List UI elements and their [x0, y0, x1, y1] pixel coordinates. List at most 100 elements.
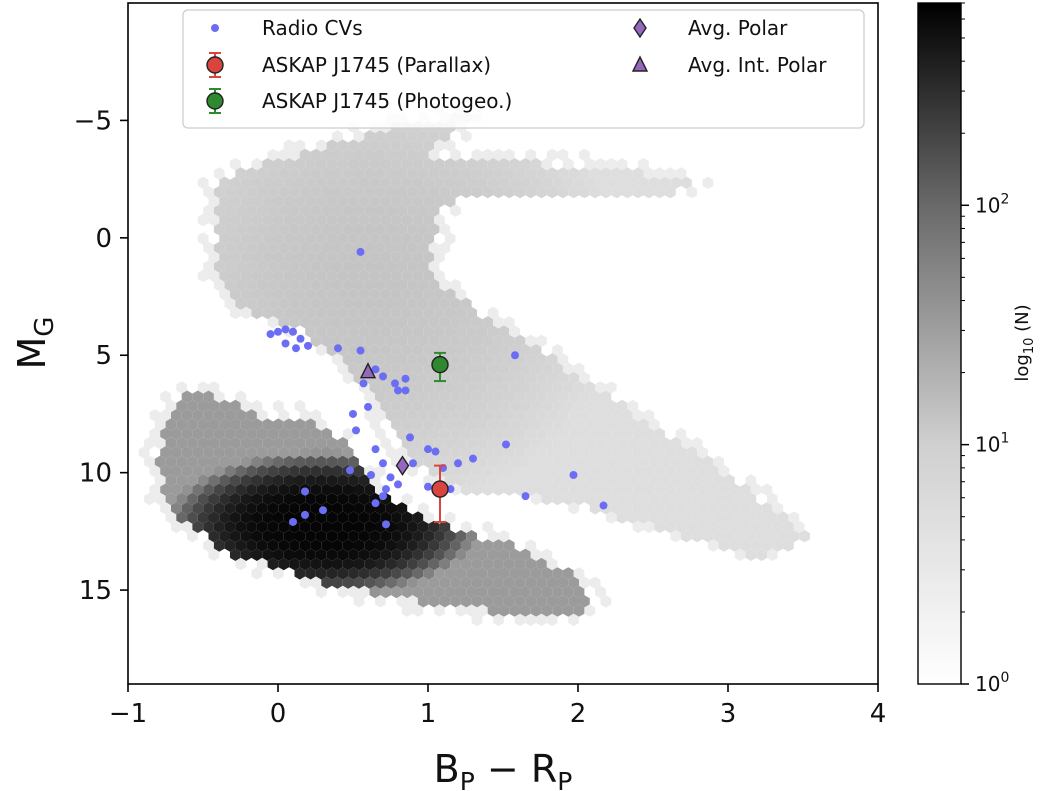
data-point — [382, 520, 390, 529]
y-tick-label: 15 — [79, 576, 112, 606]
x-tick-label: 1 — [420, 699, 437, 729]
data-point — [359, 379, 368, 388]
y-axis-title: MG — [10, 317, 60, 370]
data-point — [394, 480, 402, 489]
data-point — [319, 506, 327, 515]
data-point — [304, 341, 312, 350]
data-point — [281, 339, 290, 348]
data-point — [346, 466, 354, 475]
x-axis-title-main: B — [434, 747, 460, 791]
y-axis-title-main: M — [10, 337, 54, 370]
data-point — [359, 362, 377, 379]
data-point — [352, 426, 360, 435]
data-point — [289, 517, 297, 526]
data-point — [364, 402, 372, 411]
series-1 — [431, 464, 449, 523]
x-axis-title: BP − RP — [434, 747, 573, 791]
data-point — [371, 499, 380, 508]
data-point — [379, 459, 387, 468]
data-point — [356, 346, 365, 355]
colorbar-tick-label: 101 — [975, 431, 1009, 457]
colorbar-title-tail: (N) — [1012, 304, 1033, 337]
data-point — [266, 330, 275, 339]
legend-items: Radio CVs ASKAP J1745 (Parallax) ASKAP J17… — [206, 16, 827, 114]
colorbar: 100 101 102 log10 (N) — [917, 2, 1037, 696]
data-point — [334, 344, 342, 353]
x-axis-title-sub2: P — [557, 767, 572, 791]
y-tick-label: 5 — [95, 341, 112, 371]
x-tick-label: 4 — [870, 699, 887, 729]
data-point — [394, 386, 402, 395]
data-point — [469, 454, 477, 463]
series-2 — [431, 351, 449, 383]
data-point — [296, 334, 305, 343]
data-point — [431, 447, 440, 456]
data-point — [382, 485, 390, 494]
legend: Radio CVs ASKAP J1745 (Parallax) ASKAP J17… — [182, 9, 865, 129]
data-point — [569, 471, 578, 480]
data-point — [379, 372, 387, 381]
data-point — [406, 433, 414, 442]
colorbar-title-sub: 10 — [1022, 338, 1037, 355]
data-marks — [266, 247, 608, 529]
legend-label: Radio CVs — [262, 16, 363, 40]
legend-frame — [182, 9, 865, 129]
series-3 — [395, 455, 410, 476]
series-0 — [266, 247, 608, 529]
legend-item: Avg. Polar — [633, 16, 788, 40]
colorbar-gradient — [917, 2, 962, 685]
data-point — [521, 492, 530, 501]
data-point — [289, 327, 297, 336]
data-point — [356, 247, 365, 256]
legend-marker — [206, 56, 224, 74]
y-tick-label: 0 — [95, 224, 112, 254]
legend-item: Radio CVs — [211, 16, 363, 40]
data-point — [301, 487, 309, 496]
data-point — [446, 485, 455, 494]
data-point — [391, 379, 399, 388]
data-point — [386, 473, 395, 482]
legend-marker — [631, 55, 649, 72]
legend-label: ASKAP J1745 (Parallax) — [262, 53, 491, 77]
plot-frame — [127, 2, 879, 685]
data-point — [401, 386, 410, 395]
data-point — [502, 440, 510, 449]
data-point — [379, 492, 387, 501]
data-point — [349, 409, 357, 418]
series-4 — [359, 362, 377, 379]
hexbin-density — [138, 102, 810, 627]
data-point — [281, 325, 290, 334]
data-point — [431, 480, 449, 498]
data-point — [401, 374, 410, 383]
legend-label: Avg. Polar — [688, 16, 788, 40]
y-tick-label: −5 — [74, 106, 112, 136]
colorbar-tick-label: 100 — [975, 670, 1009, 696]
colorbar-title: log10 (N) — [1012, 304, 1037, 381]
data-point — [301, 510, 309, 519]
colorbar-ticks: 100 101 102 — [961, 2, 1009, 696]
data-point — [274, 327, 282, 336]
data-point — [395, 455, 410, 476]
data-point — [424, 445, 432, 454]
data-point — [367, 471, 375, 480]
data-point — [371, 445, 380, 454]
x-tick-label: −1 — [109, 699, 147, 729]
legend-marker — [206, 92, 224, 110]
legend-item: ASKAP J1745 (Parallax) — [206, 52, 491, 78]
data-point — [409, 459, 417, 468]
data-point — [431, 355, 449, 374]
data-point — [511, 351, 519, 360]
colorbar-title-main: log — [1012, 354, 1033, 381]
data-point — [424, 482, 432, 491]
x-axis-title-sub1: P — [460, 767, 475, 791]
x-tick-label: 2 — [570, 699, 587, 729]
data-point — [599, 501, 608, 510]
legend-item: ASKAP J1745 (Photogeo.) — [206, 88, 512, 114]
data-point — [454, 459, 462, 468]
legend-marker — [211, 24, 219, 32]
legend-marker — [633, 17, 647, 39]
legend-label: ASKAP J1745 (Photogeo.) — [262, 89, 512, 113]
x-axis-title-mid: − R — [475, 747, 557, 791]
colorbar-tick-label: 102 — [975, 191, 1009, 217]
y-axis-title-sub: G — [30, 317, 60, 337]
